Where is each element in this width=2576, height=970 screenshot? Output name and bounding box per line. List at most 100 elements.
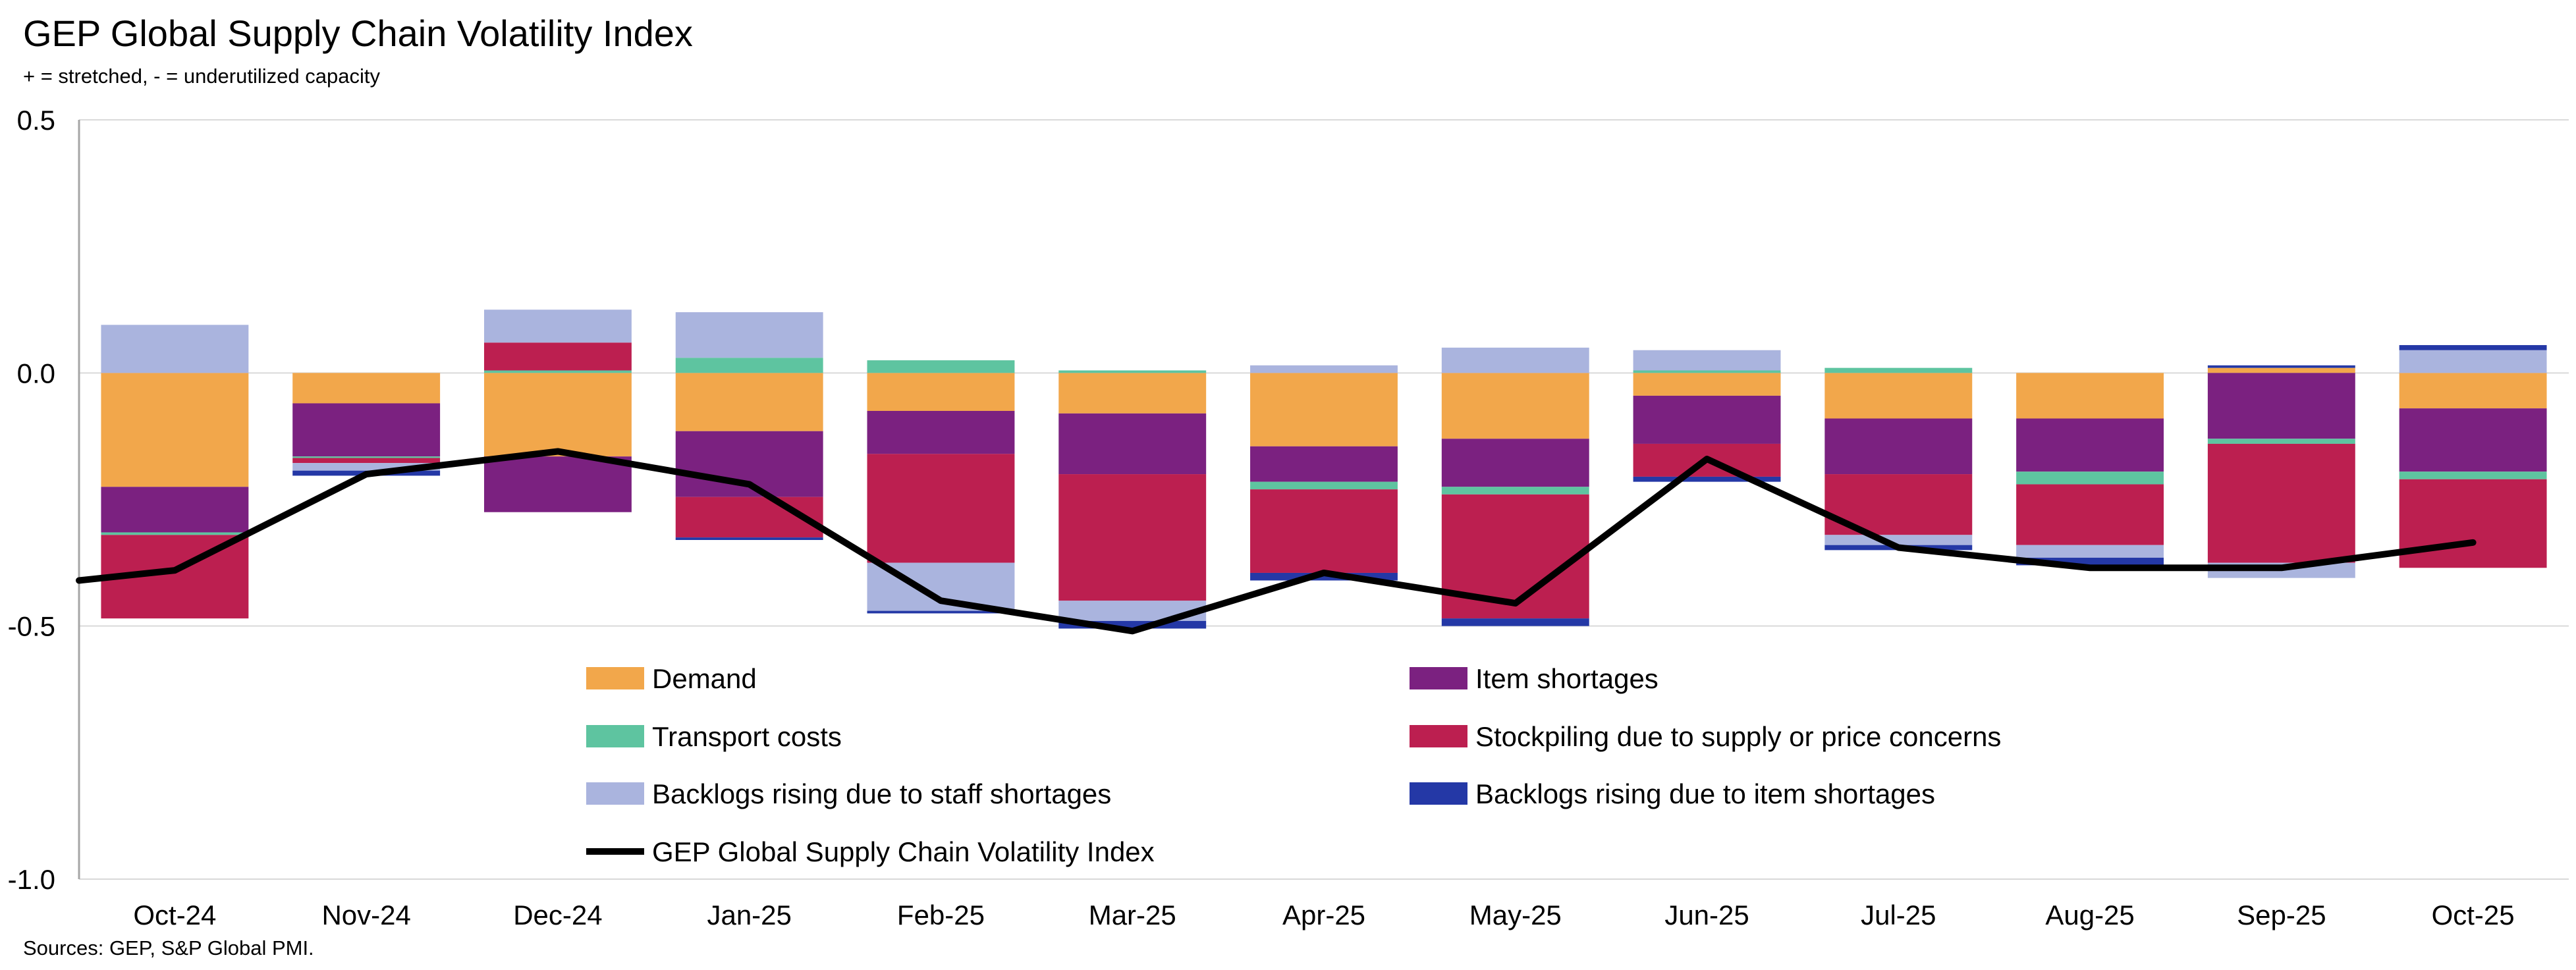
bar-segment — [1250, 489, 1398, 573]
bar-segment — [292, 456, 441, 458]
legend-label: Backlogs rising due to staff shortages — [652, 778, 1111, 809]
bar-segment — [1441, 347, 1589, 373]
bar-segment — [2016, 418, 2164, 472]
bar-segment — [1633, 370, 1781, 373]
bar-segment — [675, 537, 823, 540]
bar-segment — [2016, 557, 2164, 566]
bar-segment — [483, 456, 632, 512]
x-tick-label: Sep-25 — [2237, 900, 2326, 930]
bar-segment — [1058, 620, 1207, 629]
bar-segment — [1441, 373, 1589, 439]
bar-segment — [1250, 365, 1398, 373]
bar-segment — [1633, 395, 1781, 444]
y-tick-label: -0.5 — [8, 611, 55, 642]
legend-swatch — [1410, 725, 1467, 747]
legend-swatch — [586, 725, 644, 747]
legend-swatch — [586, 782, 644, 805]
bar-segment — [1824, 373, 1973, 419]
bar-segment — [867, 454, 1015, 563]
bar-segment — [292, 458, 441, 464]
bar-segment — [483, 310, 632, 343]
bar-segment — [867, 373, 1015, 411]
bar-segment — [292, 373, 441, 404]
bar-segment — [2399, 472, 2547, 479]
y-tick-label: 0.5 — [17, 105, 55, 136]
legend-label: Transport costs — [652, 721, 842, 752]
bar-segment — [1058, 474, 1207, 601]
bars — [101, 310, 2547, 629]
x-tick-label: Jul-25 — [1861, 900, 1936, 930]
bar-segment — [2207, 439, 2355, 444]
bar-segment — [2016, 545, 2164, 558]
legend-swatch — [1410, 782, 1467, 805]
bar-segment — [2207, 443, 2355, 563]
x-tick-label: Oct-25 — [2432, 900, 2515, 930]
index-line-path — [76, 448, 2477, 635]
bar-segment — [1250, 373, 1398, 446]
bar-segment — [2399, 345, 2547, 350]
x-tick-label: Dec-24 — [513, 900, 602, 930]
sources-note: Sources: GEP, S&P Global PMI. — [23, 936, 314, 959]
bar-segment — [2207, 373, 2355, 439]
bar-segment — [675, 373, 823, 431]
bar-segment — [1633, 373, 1781, 396]
x-tick-label: Jun-25 — [1664, 900, 1749, 930]
bar-segment — [2399, 373, 2547, 409]
x-tick-label: Aug-25 — [2045, 900, 2134, 930]
bar-segment — [1441, 618, 1589, 626]
bar-segment — [1824, 418, 1973, 475]
legend-label: Item shortages — [1475, 663, 1658, 694]
bar-segment — [292, 403, 441, 457]
bar-segment — [1250, 446, 1398, 482]
x-tick-label: Jan-25 — [707, 900, 791, 930]
x-tick-label: Oct-24 — [133, 900, 216, 930]
bar-segment — [1824, 535, 1973, 545]
bar-segment — [101, 532, 249, 535]
bar-segment — [2399, 350, 2547, 373]
bar-segment — [1250, 481, 1398, 490]
x-tick-label: Apr-25 — [1282, 900, 1365, 930]
bar-segment — [101, 373, 249, 487]
bar-segment — [2207, 365, 2355, 368]
axes: 0.5 0.0 -0.5 -1.0 Oct-24 Nov-24 Dec-24 Jan-25 Fe… — [8, 105, 2515, 930]
x-tick-label: Nov-24 — [321, 900, 410, 930]
bar-segment — [1058, 413, 1207, 475]
bar-segment — [867, 410, 1015, 454]
legend-swatch — [1410, 667, 1467, 689]
bar-segment — [1441, 487, 1589, 495]
bar-segment — [483, 370, 632, 373]
legend-label: Stockpiling due to supply or price conce… — [1475, 721, 2001, 752]
bar-segment — [1058, 373, 1207, 414]
bar-segment — [483, 373, 632, 457]
x-tick-label: Mar-25 — [1089, 900, 1176, 930]
bar-segment — [101, 487, 249, 533]
bar-segment — [675, 358, 823, 373]
bar-segment — [867, 360, 1015, 373]
legend-swatch — [586, 667, 644, 689]
bar-segment — [867, 610, 1015, 614]
bar-segment — [2016, 472, 2164, 485]
bar-segment — [1441, 439, 1589, 487]
bar-segment — [1633, 476, 1781, 482]
x-tick-label: May-25 — [1469, 900, 1562, 930]
bar-segment — [2399, 408, 2547, 472]
legend-label: Demand — [652, 663, 757, 694]
bar-segment — [675, 312, 823, 358]
y-tick-label: 0.0 — [17, 358, 55, 389]
bar-segment — [483, 342, 632, 371]
legend: Demand Item shortages Transport costs Stock… — [586, 663, 2001, 867]
legend-label: Backlogs rising due to item shortages — [1475, 778, 1935, 809]
y-tick-label: -1.0 — [8, 864, 55, 895]
x-tick-label: Feb-25 — [897, 900, 985, 930]
index-line — [76, 448, 2477, 635]
bar-segment — [1824, 367, 1973, 373]
chart-subtitle: + = stretched, - = underutilized capacit… — [23, 65, 380, 88]
bar-segment — [1058, 370, 1207, 373]
bar-segment — [101, 325, 249, 373]
legend-label: GEP Global Supply Chain Volatility Index — [652, 836, 1155, 867]
bar-segment — [1633, 350, 1781, 371]
bar-segment — [2016, 484, 2164, 545]
bar-segment — [292, 463, 441, 471]
bar-segment — [1250, 572, 1398, 581]
